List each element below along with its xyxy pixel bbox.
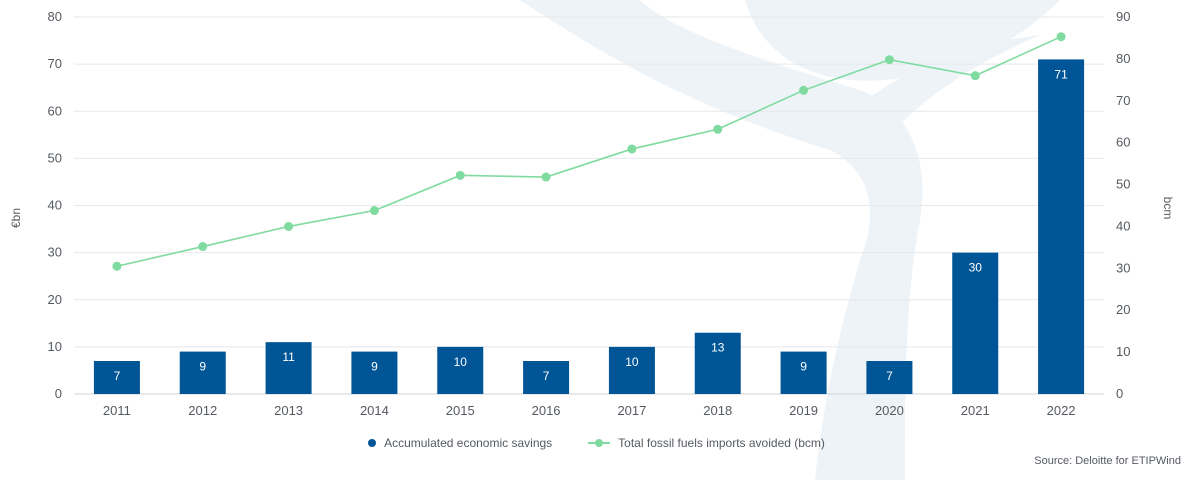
- legend-label-savings: Accumulated economic savings: [384, 436, 553, 450]
- bar: [523, 361, 570, 394]
- bar-value-label: 7: [114, 369, 121, 383]
- legend-item-imports: Total fossil fuels imports avoided (bcm): [588, 436, 825, 450]
- bar-value-label: 9: [800, 360, 807, 374]
- line-point: [455, 170, 465, 180]
- left-tick-label: 80: [48, 9, 62, 24]
- line-point: [198, 242, 208, 252]
- x-tick-label: 2018: [703, 403, 732, 418]
- x-tick-label: 2019: [789, 403, 818, 418]
- bar-value-label: 7: [886, 369, 893, 383]
- left-tick-label: 30: [48, 245, 62, 260]
- left-tick-label: 50: [48, 150, 62, 165]
- bar-value-label: 71: [1054, 67, 1068, 81]
- left-axis-title: €bn: [9, 208, 23, 228]
- line-point: [1056, 32, 1066, 42]
- left-tick-label: 10: [48, 339, 62, 354]
- bar: [780, 351, 827, 394]
- right-axis: 0 10 20 30 40 50 60 70 80 90: [1116, 9, 1130, 401]
- bar: [694, 332, 741, 394]
- legend-item-savings: Accumulated economic savings: [368, 436, 552, 450]
- line-point: [112, 261, 122, 271]
- x-tick-label: 2020: [875, 403, 904, 418]
- right-tick-label: 60: [1116, 135, 1130, 150]
- x-tick-label: 2022: [1047, 403, 1076, 418]
- x-tick-label: 2013: [274, 403, 303, 418]
- bar: [351, 351, 398, 394]
- legend-line-icon: [588, 439, 611, 447]
- x-tick-label: 2017: [617, 403, 646, 418]
- watermark-logo: [520, 0, 1060, 480]
- gridlines: [74, 16, 1104, 395]
- right-tick-label: 40: [1116, 218, 1130, 233]
- x-tick-label: 2011: [103, 403, 131, 418]
- bar-value-label: 10: [625, 355, 639, 369]
- source-note: Source: Deloitte for ETIPWind: [1034, 455, 1181, 467]
- x-tick-label: 2014: [360, 403, 389, 418]
- bar: [608, 346, 655, 394]
- watermark-shape: [520, 0, 923, 480]
- bar: [93, 361, 140, 394]
- right-tick-label: 30: [1116, 260, 1130, 275]
- bar-value-label: 10: [454, 355, 468, 369]
- line-point: [884, 55, 894, 65]
- right-tick-label: 50: [1116, 177, 1130, 192]
- x-axis: 2011 2012 2013 2014 2015 2016 2017 2018 2019 2020…: [103, 403, 1076, 418]
- line-point: [970, 71, 980, 81]
- bar-value-label: 30: [969, 261, 983, 275]
- bar: [1038, 59, 1085, 394]
- left-axis: 0 10 20 30 40 50 60 70 80: [48, 9, 62, 401]
- x-tick-label: 2021: [961, 403, 990, 418]
- right-tick-label: 20: [1116, 302, 1130, 317]
- bar-value-label: 11: [282, 350, 295, 364]
- bar: [437, 346, 484, 394]
- legend: Accumulated economic savings Total fossi…: [0, 436, 1193, 450]
- x-tick-label: 2015: [446, 403, 475, 418]
- left-tick-label: 20: [48, 292, 62, 307]
- legend-label-imports: Total fossil fuels imports avoided (bcm): [618, 436, 825, 450]
- bar: [265, 342, 312, 394]
- line-series: [112, 32, 1066, 271]
- bar: [179, 351, 226, 394]
- bar-value-label: 13: [711, 341, 725, 355]
- line-point: [541, 172, 551, 182]
- line-point: [284, 221, 294, 231]
- line-point: [713, 124, 723, 134]
- left-tick-label: 60: [48, 103, 62, 118]
- left-tick-label: 0: [55, 386, 62, 401]
- bar-series: 7 9 11 9 10 7 10 13 9 7 30 71: [93, 59, 1085, 394]
- bar: [866, 361, 913, 394]
- bar-value-label: 9: [371, 360, 378, 374]
- right-tick-label: 80: [1116, 51, 1130, 66]
- right-tick-label: 90: [1116, 9, 1130, 24]
- left-tick-label: 70: [48, 56, 62, 71]
- line-point: [369, 206, 379, 216]
- bar-value-label: 9: [199, 360, 206, 374]
- watermark-shape: [745, 0, 1060, 81]
- legend-dot-icon: [368, 439, 377, 447]
- line-point: [627, 144, 637, 154]
- watermark-shape: [840, 35, 1040, 160]
- right-axis-title: bcm: [1161, 197, 1175, 220]
- right-tick-label: 0: [1116, 386, 1123, 401]
- line-path: [116, 35, 1062, 268]
- line-point: [799, 85, 809, 95]
- bar: [952, 252, 999, 394]
- x-tick-label: 2012: [188, 403, 217, 418]
- x-tick-label: 2016: [532, 403, 561, 418]
- left-tick-label: 40: [48, 198, 62, 213]
- right-tick-label: 10: [1116, 344, 1130, 359]
- bar-value-label: 7: [543, 369, 550, 383]
- right-tick-label: 70: [1116, 93, 1130, 108]
